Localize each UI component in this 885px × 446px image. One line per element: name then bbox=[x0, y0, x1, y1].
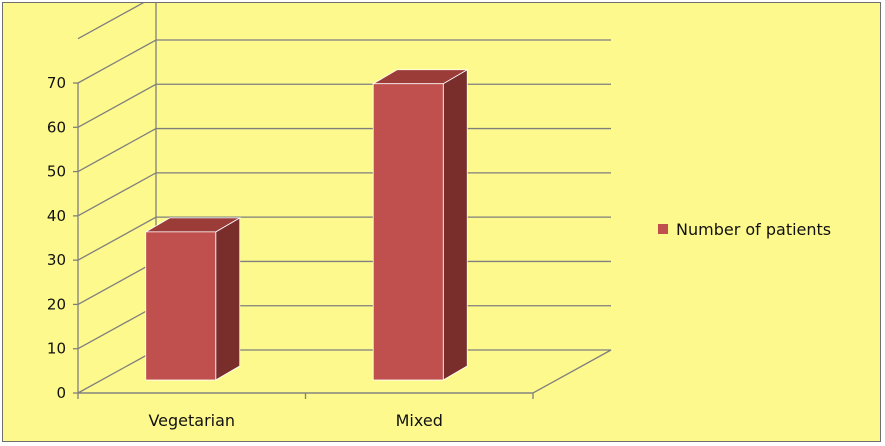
y-tick-label: 0 bbox=[56, 384, 66, 402]
chart-frame: 0 10 20 30 40 50 60 70 Vegetarian Mixed Number of… bbox=[2, 2, 881, 442]
bar bbox=[371, 69, 469, 381]
legend-swatch bbox=[658, 224, 668, 234]
gridline bbox=[77, 3, 145, 40]
y-tick-label: 30 bbox=[47, 251, 66, 269]
bar-side bbox=[442, 69, 468, 381]
bar-front bbox=[145, 231, 217, 381]
y-tick-label: 70 bbox=[47, 74, 66, 92]
y-tick-label: 60 bbox=[47, 118, 66, 136]
bar-chart: 0 10 20 30 40 50 60 70 Vegetarian Mixed Number of… bbox=[47, 3, 831, 430]
gridline bbox=[77, 172, 611, 217]
gridline bbox=[77, 83, 611, 128]
legend: Number of patients bbox=[658, 220, 831, 239]
bar-side bbox=[215, 217, 241, 381]
y-tick-label: 50 bbox=[47, 163, 66, 181]
gridline bbox=[77, 127, 611, 173]
legend-label: Number of patients bbox=[676, 220, 831, 239]
x-category-label: Mixed bbox=[396, 411, 443, 430]
bar bbox=[144, 217, 242, 381]
y-tick-label: 20 bbox=[47, 295, 66, 313]
gridline bbox=[77, 39, 611, 84]
y-tick-label: 40 bbox=[47, 207, 66, 225]
labels-layer: 0 10 20 30 40 50 60 70 Vegetarian Mixed bbox=[47, 74, 443, 430]
x-category-label: Vegetarian bbox=[148, 411, 235, 430]
y-tick-label: 10 bbox=[47, 340, 66, 358]
bar-front bbox=[372, 83, 444, 381]
bars-layer bbox=[144, 69, 469, 381]
